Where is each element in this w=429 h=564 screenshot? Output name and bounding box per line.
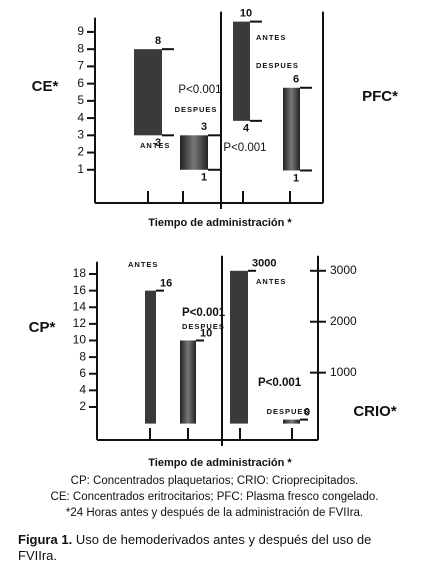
y-tick-label: 6 <box>79 366 86 380</box>
y-tick-label: 4 <box>77 110 84 124</box>
y-tick-label: 2 <box>79 399 86 413</box>
bar-label: DESPUES <box>175 105 218 114</box>
figure-label: Figura 1. <box>18 532 73 547</box>
annotation: P<0.001 <box>223 142 266 154</box>
annotation: P<0.001 <box>182 307 226 319</box>
bar <box>230 270 248 424</box>
value-label: 1 <box>293 172 299 184</box>
bar-label: ANTES <box>128 260 158 269</box>
series-name: PFC* <box>362 88 398 105</box>
annotation: P<0.001 <box>258 377 302 389</box>
value-label: 8 <box>155 35 161 47</box>
y2-tick-label: 1000 <box>330 365 357 379</box>
series-name: CP* <box>29 319 56 336</box>
figure-caption: Figura 1. Uso de hemoderivados antes y d… <box>18 532 410 564</box>
value-label: 10 <box>240 8 252 20</box>
y-tick-label: 8 <box>79 349 86 363</box>
x-axis-label: Tiempo de administración * <box>148 457 292 469</box>
abbreviation: *24 Horas antes y después de la administ… <box>65 507 364 519</box>
y-tick-label: 4 <box>79 383 86 397</box>
value-label: 3000 <box>252 258 276 270</box>
value-label: 3 <box>155 137 161 149</box>
bar-label: ANTES <box>256 33 286 42</box>
annotation: P<0.001 <box>178 84 221 96</box>
value-label: 10 <box>200 327 212 339</box>
x-axis-label: Tiempo de administración * <box>148 217 292 229</box>
abbreviation: CE: Concentrados eritrocitarios; PFC: Pl… <box>50 491 379 503</box>
figure: Tiempo de administración *123456789CE*AN… <box>29 8 398 469</box>
range-bar <box>180 135 208 170</box>
value-label: 3 <box>201 121 207 133</box>
value-label: 1 <box>201 172 207 184</box>
series-name: CRIO* <box>353 403 397 420</box>
y-tick-label: 3 <box>77 127 84 141</box>
y-tick-label: 18 <box>73 266 87 280</box>
figure-text: Uso de hemoderivados antes y después del… <box>18 532 372 563</box>
y-tick-label: 8 <box>77 41 84 55</box>
abbreviation: CP: Concentrados plaquetarios; CRIO: Cri… <box>70 475 359 487</box>
y2-tick-label: 2000 <box>330 314 357 328</box>
y-tick-label: 2 <box>77 145 84 159</box>
value-label: 4 <box>243 123 250 135</box>
value-label: 16 <box>160 278 172 290</box>
bar-label: DESPUES <box>267 407 310 416</box>
y-tick-label: 6 <box>77 76 84 90</box>
bar-label: DESPUES <box>182 322 225 331</box>
y-tick-label: 5 <box>77 93 84 107</box>
series-name: CE* <box>32 78 59 95</box>
bar-label: ANTES <box>256 277 286 286</box>
range-bar <box>283 87 300 171</box>
range-bar <box>233 21 250 121</box>
y-tick-label: 1 <box>77 162 84 176</box>
range-bar <box>134 49 162 136</box>
y-tick-label: 10 <box>73 333 87 347</box>
value-label: 0 <box>304 407 310 419</box>
bar <box>180 340 196 424</box>
y2-tick-label: 3000 <box>330 263 357 277</box>
bar-label: ANTES <box>140 141 170 150</box>
y-tick-label: 14 <box>73 299 87 313</box>
bar <box>145 290 156 424</box>
y-tick-label: 16 <box>73 283 87 297</box>
y-tick-label: 9 <box>77 24 84 38</box>
y-tick-label: 7 <box>77 59 84 73</box>
y-tick-label: 12 <box>73 316 87 330</box>
bar-label: DESPUES <box>256 61 299 70</box>
bar <box>283 419 300 424</box>
value-label: 6 <box>293 74 299 86</box>
